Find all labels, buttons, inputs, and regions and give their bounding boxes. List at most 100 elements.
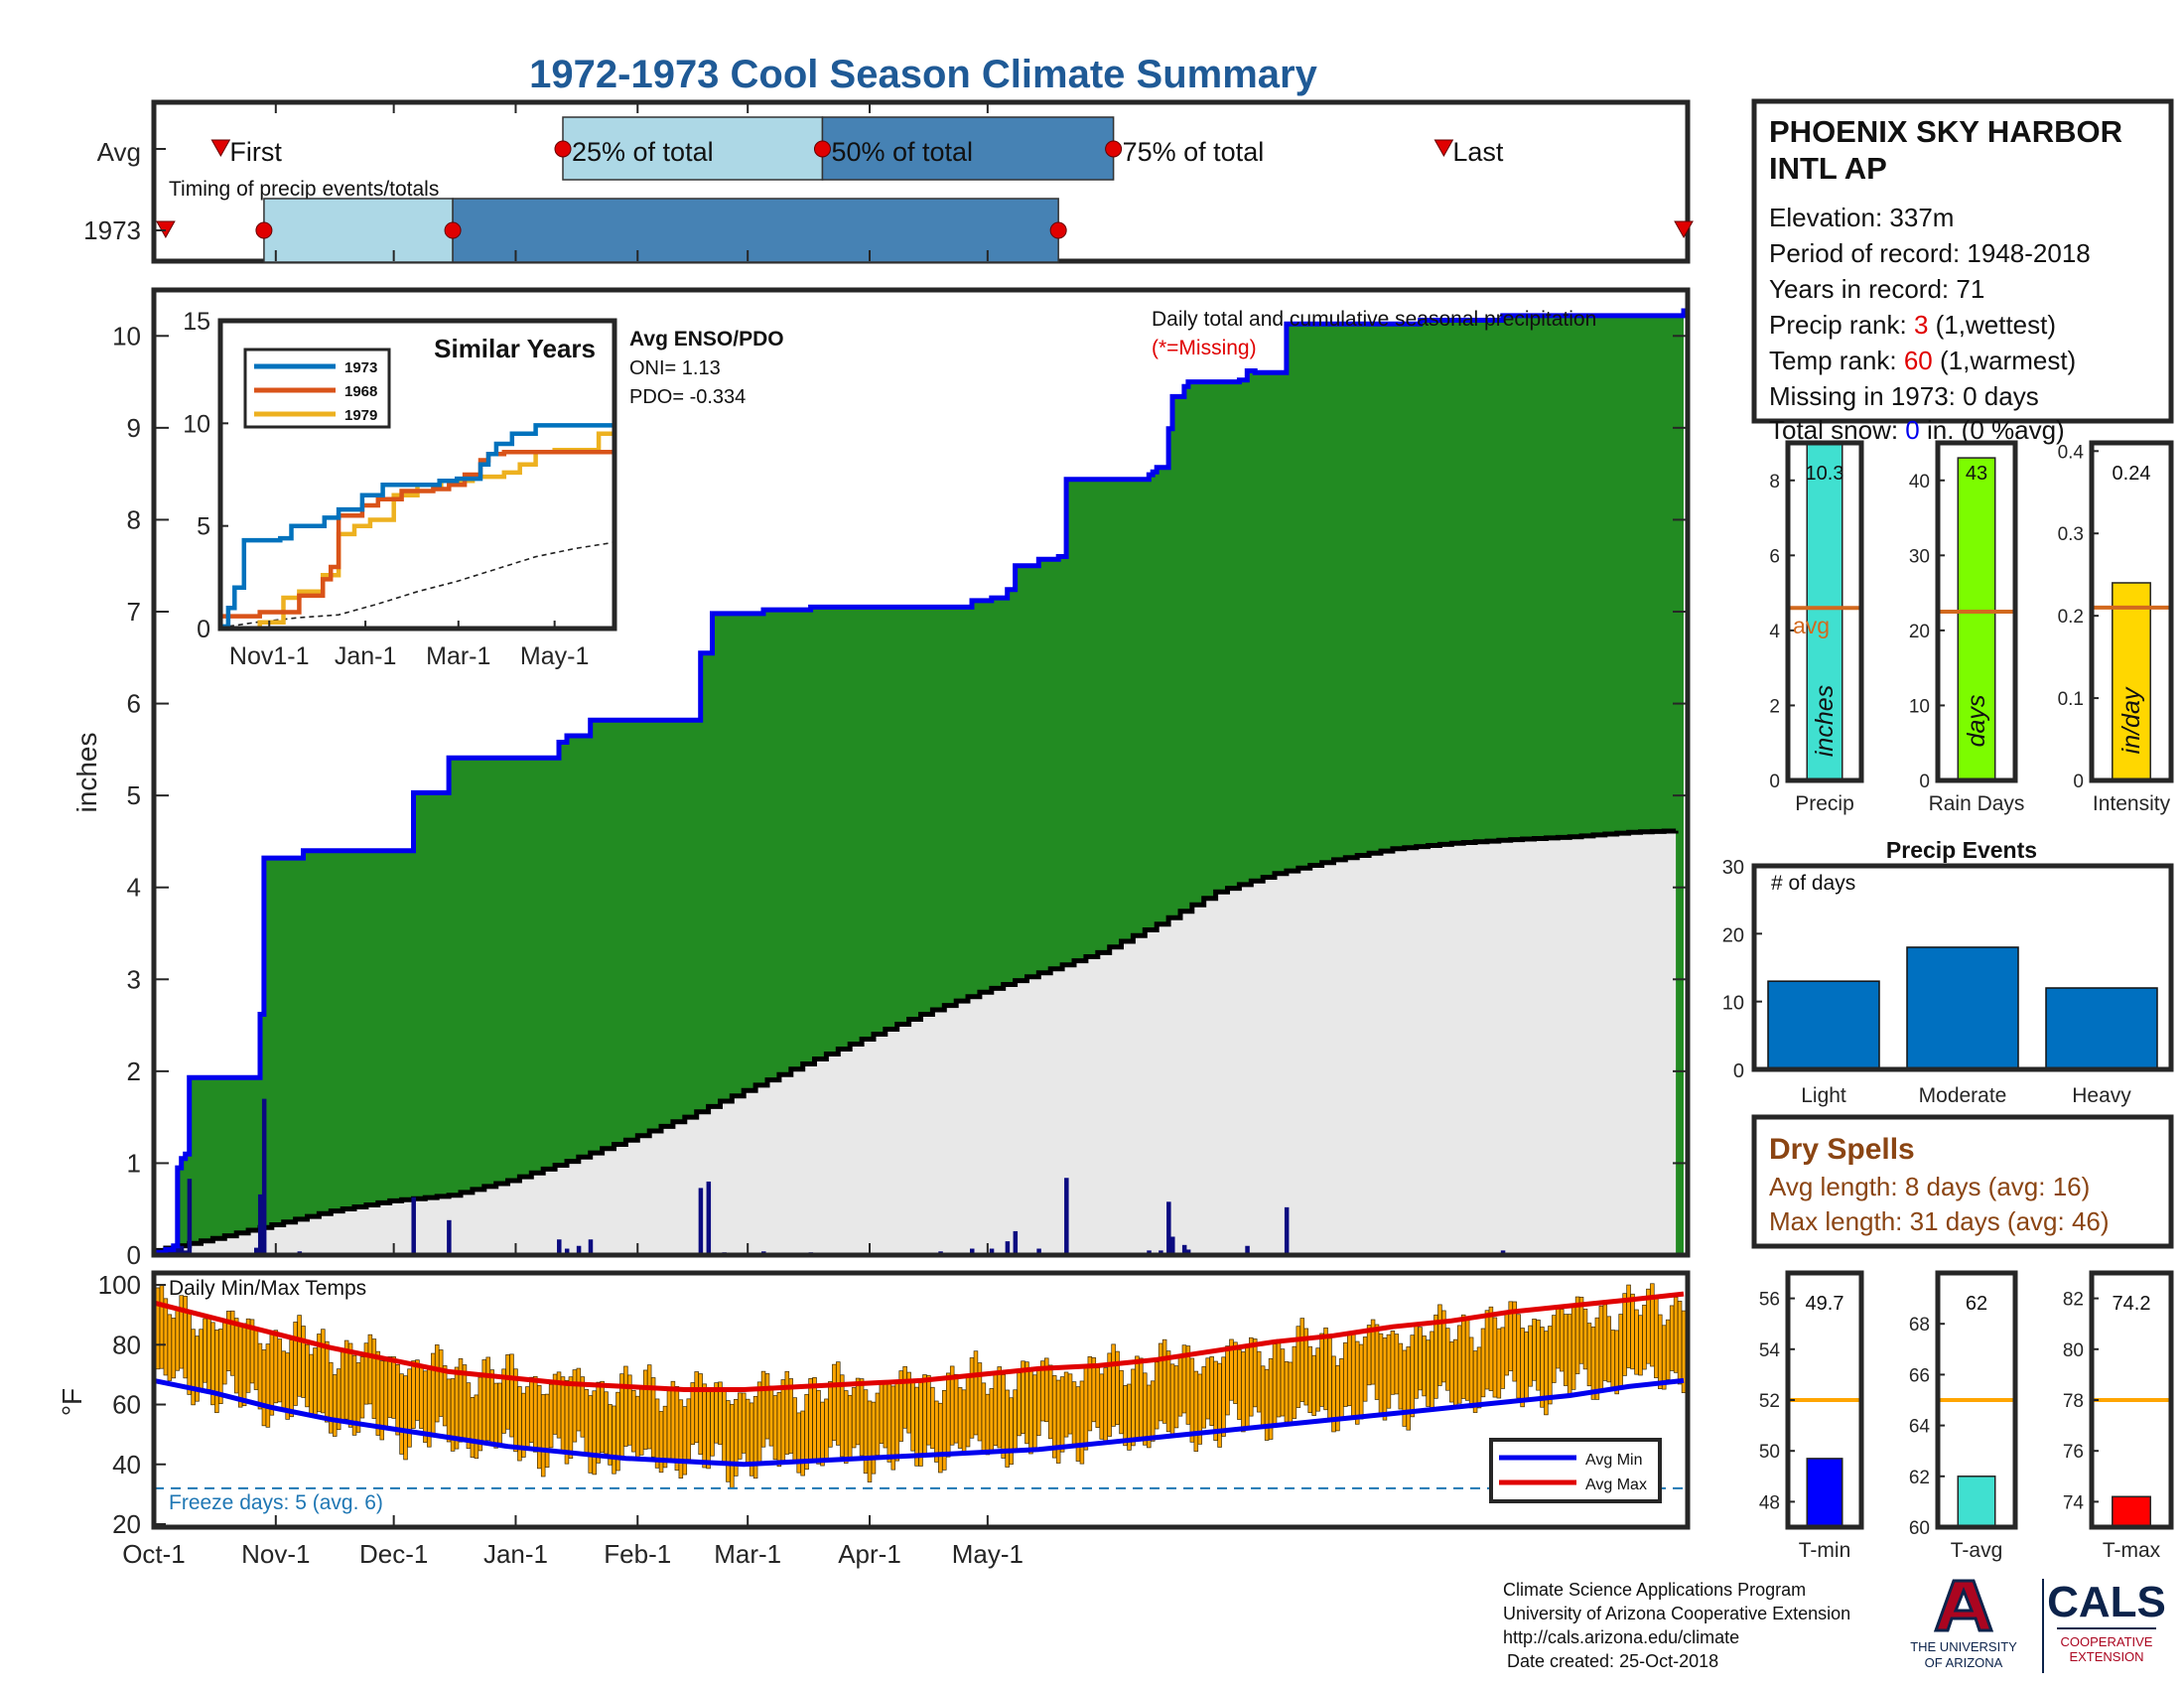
precip-y-tick-label: 9	[127, 413, 141, 443]
station-frame	[1751, 98, 2174, 424]
station-temp-rank: Temp rank: 60 (1,warmest)	[1769, 346, 2076, 375]
precip-y-tick-label: 2	[127, 1056, 141, 1086]
daily-temp-bar	[600, 1380, 605, 1454]
summary-y-tick-label: 52	[1759, 1391, 1780, 1412]
summary-y-tick-label: 56	[1759, 1290, 1780, 1311]
daily-temp-bar	[1351, 1333, 1356, 1417]
daily-precip-bar	[1185, 1249, 1191, 1255]
daily-temp-bar	[1524, 1331, 1529, 1401]
daily-temp-bar	[1139, 1357, 1144, 1441]
daily-temp-bar	[588, 1395, 593, 1474]
daily-temp-bar	[867, 1400, 873, 1482]
daily-temp-bar	[1430, 1331, 1434, 1409]
precip-y-tick-label: 7	[127, 597, 141, 627]
daily-temp-bar	[568, 1376, 574, 1459]
daily-temp-bar	[1111, 1343, 1116, 1427]
daily-temp-bar	[741, 1392, 747, 1454]
daily-temp-bar	[1299, 1318, 1305, 1402]
daily-temp-bar	[1433, 1314, 1438, 1399]
daily-temp-bar	[973, 1350, 979, 1436]
daily-temp-bar	[1445, 1328, 1450, 1391]
daily-temp-bar	[1536, 1319, 1541, 1391]
daily-temp-bar	[297, 1315, 302, 1397]
summary-y-tick-label: 20	[1909, 622, 1930, 642]
station-name-line1: PHOENIX SKY HARBOR	[1769, 114, 2122, 149]
summary-y-tick-label: 76	[2063, 1442, 2084, 1463]
daily-temp-bar	[214, 1330, 219, 1414]
daily-temp-bar	[722, 1389, 727, 1463]
daily-temp-bar	[1622, 1293, 1627, 1376]
precip-events-chart: Precip Events Light Moderate Heavy0102030 …	[1722, 837, 2174, 1107]
daily-temp-bar	[572, 1369, 578, 1443]
daily-temp-bar	[1028, 1369, 1033, 1455]
daily-temp-bar	[910, 1382, 915, 1452]
summary-y-tick-label: 54	[1759, 1340, 1781, 1361]
daily-temp-bar	[1280, 1348, 1286, 1417]
daily-temp-bar	[1347, 1331, 1352, 1407]
daily-temp-bar	[1574, 1296, 1580, 1374]
daily-temp-bar	[1394, 1334, 1400, 1395]
daily-temp-bar	[1449, 1340, 1454, 1403]
event-category-Moderate: Moderate	[1919, 1084, 2007, 1107]
summary-label-Intensity: Intensity	[2093, 792, 2171, 815]
inset-legend-label-1979: 1979	[344, 407, 377, 424]
avg-triangle-0	[210, 139, 231, 158]
daily-temp-bar	[1288, 1361, 1294, 1426]
year-q2-q3-box	[452, 198, 1059, 263]
daily-temp-bar	[1193, 1370, 1199, 1452]
daily-temp-bar	[1099, 1373, 1104, 1440]
daily-temp-bar	[1217, 1362, 1222, 1448]
precip-chart-frame	[151, 287, 1691, 1258]
timing-label-0: First	[229, 137, 282, 167]
summary-bar-Rain Days	[1957, 457, 1996, 781]
daily-precip-bar	[1181, 1244, 1187, 1255]
event-bar-Light	[1767, 980, 1880, 1070]
daily-temp-bar	[395, 1363, 400, 1436]
daily-temp-bar	[1143, 1372, 1148, 1446]
daily-temp-bar	[875, 1392, 881, 1456]
events-y-tick-label: 0	[1733, 1060, 1744, 1082]
daily-temp-bar	[1610, 1330, 1615, 1391]
daily-temp-bar	[646, 1364, 652, 1450]
daily-temp-bar	[847, 1394, 853, 1459]
summary-bar-T-avg	[1957, 1476, 1996, 1528]
avg-dot-1	[554, 140, 572, 158]
daily-temp-bar	[497, 1382, 502, 1444]
summary-y-tick-label: 64	[1909, 1417, 1931, 1438]
daily-temp-bar	[367, 1334, 373, 1405]
daily-temp-bar	[1205, 1357, 1210, 1420]
daily-temp-bar	[678, 1399, 684, 1479]
daily-temp-bar	[481, 1359, 487, 1443]
daily-temp-bar	[163, 1298, 169, 1376]
temperature-chart: 20 40 60 80 100 °F Daily Min/Max Temps Freez…	[57, 1270, 1691, 1569]
page-title: 1972-1973 Cool Season Climate Summary	[529, 53, 1317, 96]
similar-years-inset: Similar Years 1973 1968 1979 0 5 10 15 Nov1-1 J…	[183, 308, 617, 670]
daily-temp-bar	[1119, 1369, 1124, 1435]
daily-temp-bar	[544, 1393, 550, 1469]
daily-temp-bar	[642, 1369, 648, 1450]
daily-temp-bar	[1264, 1368, 1270, 1441]
daily-temp-bar	[171, 1318, 177, 1379]
summary-frame-Precip	[1785, 440, 1864, 783]
daily-temp-bar	[764, 1373, 770, 1440]
daily-temp-bar	[804, 1393, 809, 1471]
daily-temp-bar	[1504, 1314, 1510, 1376]
daily-temp-bar	[1256, 1350, 1262, 1413]
daily-temp-bar	[1067, 1373, 1073, 1435]
university-of-arizona-logo: THE UNIVERSITY OF ARIZONA	[1910, 1579, 2044, 1673]
daily-temp-bar	[836, 1361, 841, 1446]
daily-temp-bar	[1017, 1372, 1022, 1437]
daily-temp-bar	[1520, 1328, 1525, 1408]
daily-temp-bar	[442, 1365, 448, 1427]
events-title: Precip Events	[1886, 837, 2037, 863]
average-cumulative-area	[154, 830, 1677, 1255]
daily-precip-bar	[989, 1248, 995, 1255]
daily-temp-bar	[560, 1376, 566, 1454]
daily-temp-bar	[576, 1367, 582, 1432]
daily-temp-bar	[686, 1398, 692, 1461]
footer-line3: http://cals.arizona.edu/climate	[1503, 1627, 1739, 1647]
summary-y-tick-label: 48	[1759, 1492, 1780, 1513]
daily-temp-bar	[859, 1378, 865, 1457]
daily-temp-bar	[1201, 1366, 1206, 1429]
daily-temp-bar	[529, 1376, 534, 1443]
